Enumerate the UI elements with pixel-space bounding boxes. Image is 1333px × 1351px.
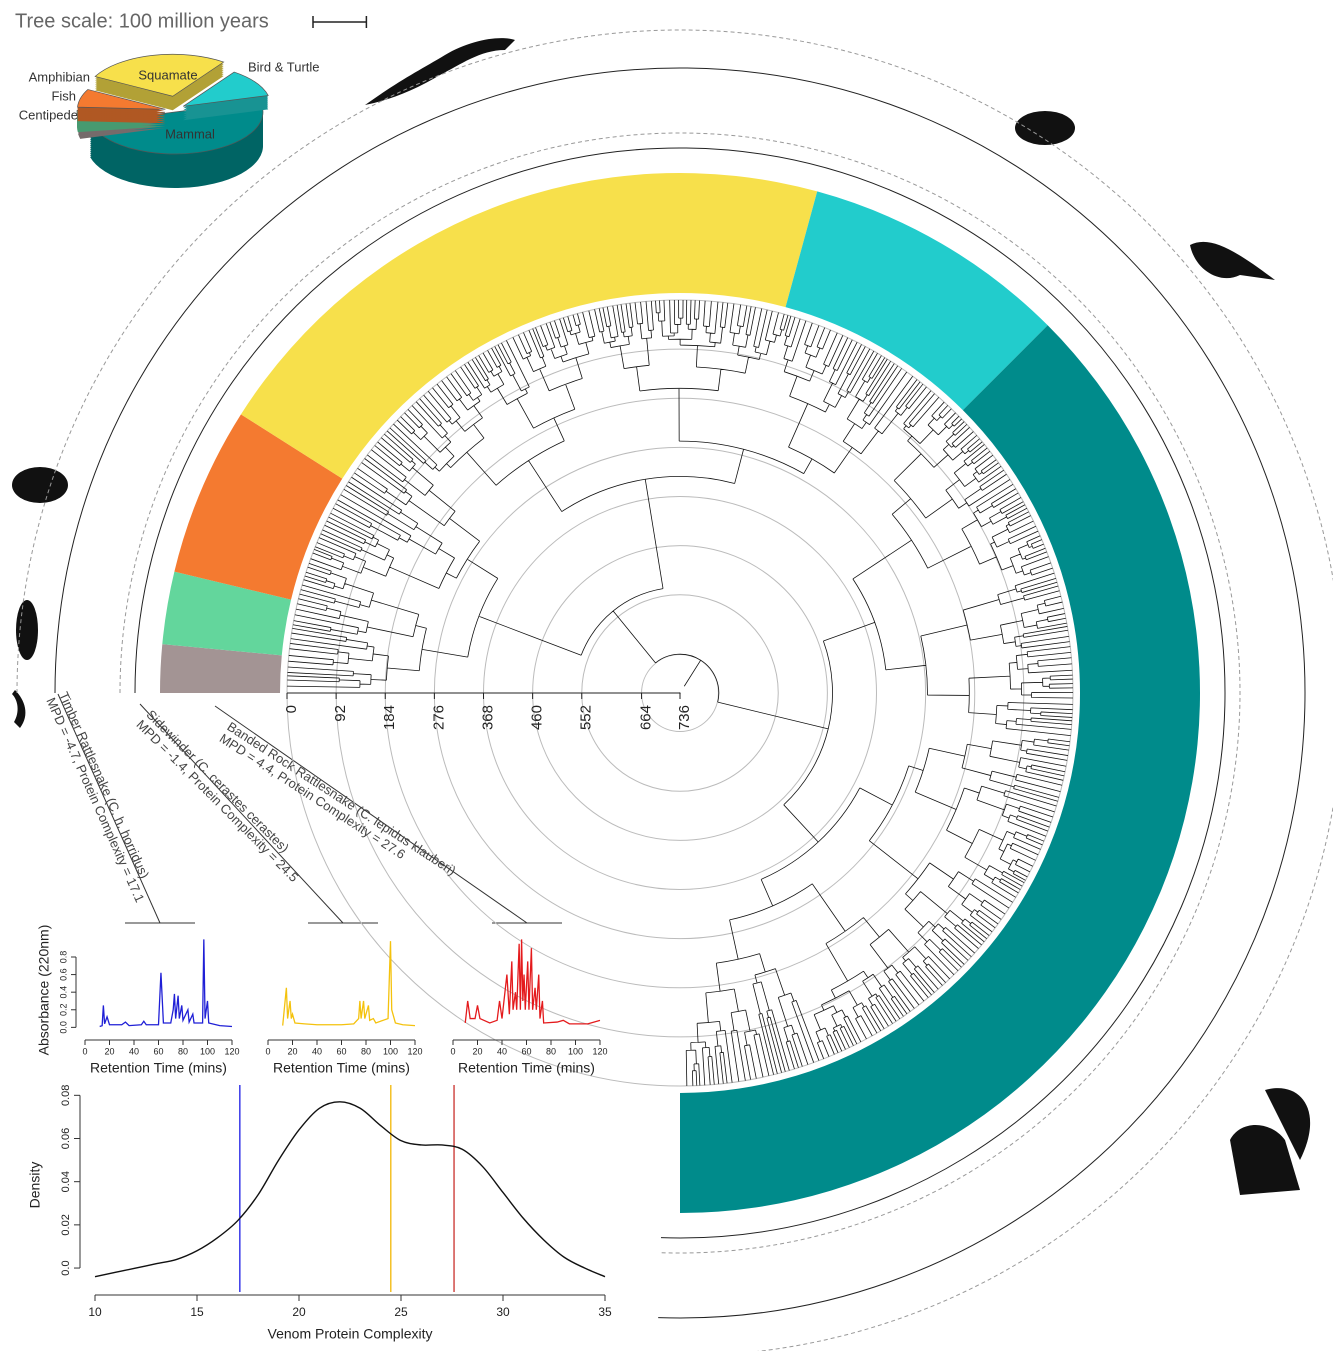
y-tick-label: 0.0 — [60, 1260, 72, 1275]
annotation-title: Timber Rattlesnake (C. h. horridus) — [56, 690, 152, 881]
x-tick-label: 0 — [265, 1046, 270, 1056]
x-tick-label: 276 — [430, 705, 447, 730]
x-axis-label: Venom Protein Complexity — [268, 1326, 433, 1342]
annotation-text: MPD = -4.7, Protein Complexity = 17.1 — [43, 695, 147, 904]
x-axis-label: Retention Time (mins) — [90, 1060, 227, 1076]
clade-wedge — [680, 325, 1200, 1213]
x-tick-label: 120 — [224, 1046, 239, 1056]
x-tick-label: 100 — [568, 1046, 583, 1056]
density-curve — [95, 1102, 605, 1277]
tree-scale-label: Tree scale: 100 million years — [15, 10, 269, 32]
x-tick-label: 80 — [178, 1046, 188, 1056]
x-axis-label: Retention Time (mins) — [458, 1060, 595, 1076]
annotation-title: Sidewinder (C. cerastes cerastes) — [143, 707, 292, 856]
annotation-title: Banded Rock Rattlesnake (C. lepidus klau… — [224, 719, 458, 878]
chromatogram-line — [283, 941, 415, 1025]
scale-bar — [313, 16, 366, 28]
x-tick-label: 460 — [529, 705, 546, 730]
x-tick-label: 0 — [283, 705, 300, 713]
x-tick-label: 664 — [638, 705, 655, 730]
x-tick-label: 20 — [287, 1046, 297, 1056]
y-axis-label: Absorbance (220nm) — [36, 925, 52, 1056]
y-axis-label: Density — [27, 1162, 43, 1209]
x-tick-label: 100 — [383, 1046, 398, 1056]
y-tick-label: 0.06 — [60, 1128, 72, 1149]
chromatogram-line — [465, 939, 600, 1023]
pie-label: Fish — [51, 88, 76, 103]
x-tick-label: 20 — [472, 1046, 482, 1056]
x-tick-label: 80 — [546, 1046, 556, 1056]
annotation-text: MPD = 4.4, Protein Complexity = 27.6 — [217, 731, 408, 862]
x-tick-label: 80 — [361, 1046, 371, 1056]
y-tick-label: 0.2 — [58, 1004, 68, 1017]
x-tick-label: 0 — [82, 1046, 87, 1056]
x-tick-label: 184 — [381, 705, 398, 730]
x-tick-label: 60 — [153, 1046, 163, 1056]
x-tick-label: 15 — [190, 1305, 204, 1319]
x-tick-label: 60 — [521, 1046, 531, 1056]
pie-label: Squamate — [138, 67, 197, 82]
x-tick-label: 20 — [292, 1305, 306, 1319]
x-tick-label: 35 — [598, 1305, 612, 1319]
x-tick-label: 30 — [496, 1305, 510, 1319]
x-tick-label: 92 — [332, 705, 349, 722]
x-tick-label: 120 — [407, 1046, 422, 1056]
y-tick-label: 0.08 — [60, 1085, 72, 1106]
x-tick-label: 100 — [200, 1046, 215, 1056]
figure: Tree scale: 100 million years Mammal Cent… — [0, 0, 1333, 1351]
pie-label: Bird & Turtle — [248, 59, 320, 74]
pie-label: Amphibian — [29, 69, 90, 84]
x-tick-label: 552 — [578, 705, 595, 730]
pie-label: Mammal — [165, 126, 215, 141]
x-tick-label: 60 — [336, 1046, 346, 1056]
y-tick-label: 0.4 — [58, 986, 68, 999]
chromatogram-line — [100, 939, 232, 1026]
x-axis-label: Retention Time (mins) — [273, 1060, 410, 1076]
x-tick-label: 120 — [592, 1046, 607, 1056]
x-tick-label: 10 — [88, 1305, 102, 1319]
x-tick-label: 40 — [129, 1046, 139, 1056]
y-tick-label: 0.0 — [58, 1021, 68, 1034]
x-tick-label: 0 — [450, 1046, 455, 1056]
x-tick-label: 368 — [479, 705, 496, 730]
x-tick-label: 20 — [104, 1046, 114, 1056]
x-tick-label: 40 — [497, 1046, 507, 1056]
pie-label: Centipede — [19, 107, 78, 122]
y-tick-label: 0.6 — [58, 968, 68, 981]
y-tick-label: 0.02 — [60, 1214, 72, 1235]
y-tick-label: 0.04 — [60, 1171, 72, 1192]
x-tick-label: 25 — [394, 1305, 408, 1319]
x-tick-label: 736 — [676, 705, 693, 730]
x-tick-label: 40 — [312, 1046, 322, 1056]
y-tick-label: 0.8 — [58, 951, 68, 964]
